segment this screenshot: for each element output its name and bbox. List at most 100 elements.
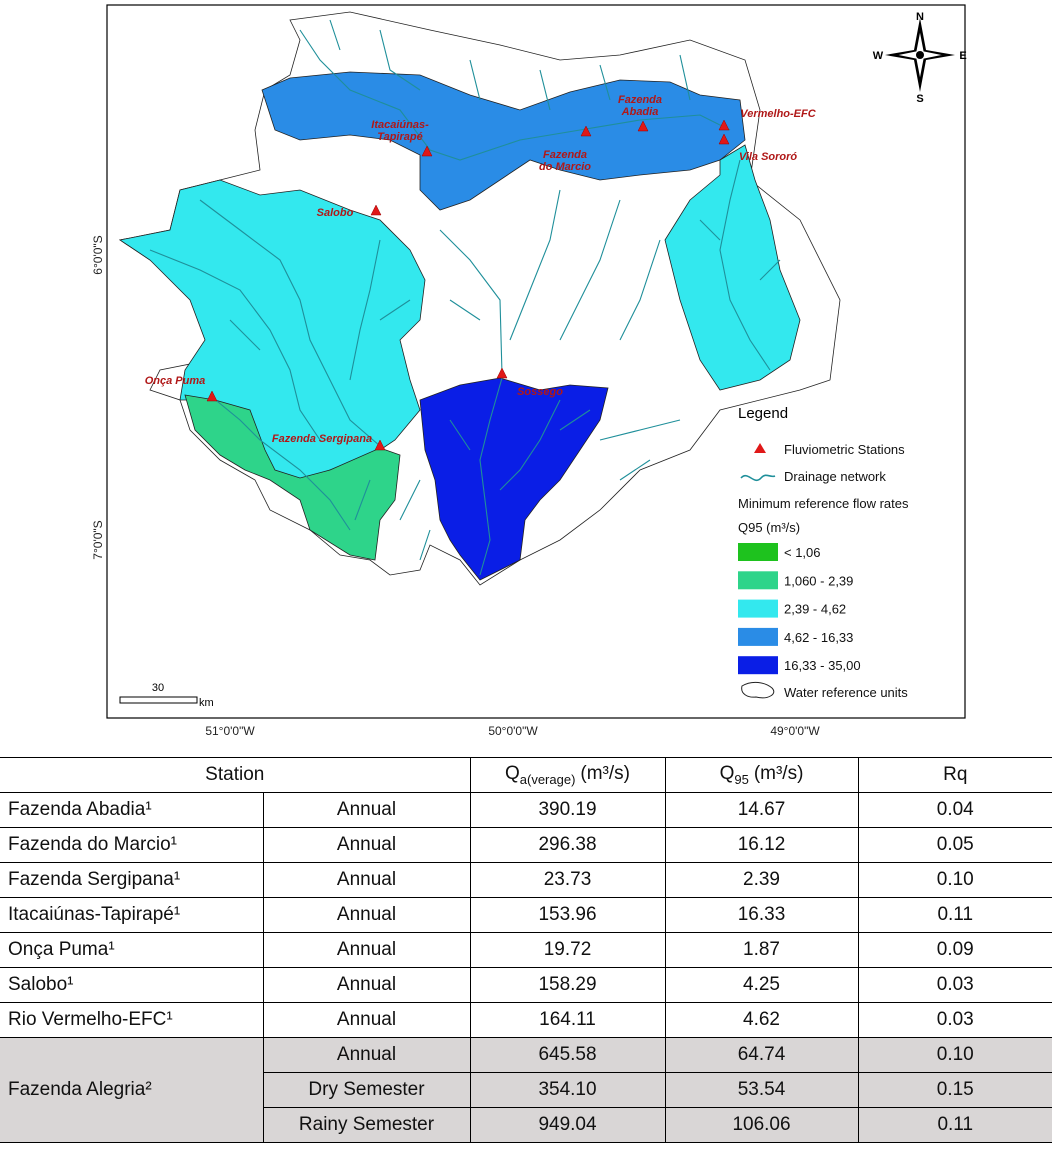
station-name: Salobo¹ bbox=[0, 967, 263, 1003]
rq: 0.03 bbox=[857, 1002, 1052, 1038]
q95: 4.62 bbox=[664, 1002, 858, 1038]
header-station: Station bbox=[0, 757, 470, 793]
station-marker bbox=[718, 133, 730, 145]
legend-flow-title: Minimum reference flow rates bbox=[738, 496, 909, 511]
scale-value: 30 bbox=[152, 682, 164, 694]
period: Annual bbox=[262, 932, 470, 968]
rq: 0.15 bbox=[857, 1072, 1052, 1108]
station-marker bbox=[496, 367, 508, 379]
station-label: Fazenda Sergipana bbox=[272, 433, 372, 445]
region-16-33-35-00 bbox=[419, 377, 609, 581]
longitude-label: 50°0'0"W bbox=[488, 724, 538, 738]
period: Annual bbox=[262, 967, 470, 1003]
table-row: Salobo¹ Annual 158.29 4.25 0.03 bbox=[0, 967, 1052, 1003]
legend-class-label: < 1,06 bbox=[784, 545, 821, 560]
legend-swatch bbox=[738, 543, 778, 561]
latitude-label: 7°0'0"S bbox=[91, 520, 105, 559]
q-average: 23.73 bbox=[469, 862, 665, 898]
q-average: 949.04 bbox=[469, 1107, 665, 1143]
legend-class-label: 1,060 - 2,39 bbox=[784, 573, 853, 588]
table-row: Fazenda Sergipana¹ Annual 23.73 2.39 0.10 bbox=[0, 862, 1052, 898]
station-name: Onça Puma¹ bbox=[0, 932, 263, 968]
rq: 0.10 bbox=[857, 1037, 1052, 1073]
station-label: Fazenda bbox=[618, 94, 662, 106]
legend-class-label: 16,33 - 35,00 bbox=[784, 658, 861, 673]
compass-center bbox=[916, 51, 924, 59]
period: Annual bbox=[262, 792, 470, 828]
latitude-labels: 6°0'0"S 7°0'0"S bbox=[91, 235, 105, 559]
compass: N E S W bbox=[873, 11, 967, 105]
region-2-39-4-62 bbox=[664, 144, 801, 391]
period: Annual bbox=[262, 827, 470, 863]
station-name: Rio Vermelho-EFC¹ bbox=[0, 1002, 263, 1038]
subscript: a(verage) bbox=[519, 771, 576, 787]
legend-drainage-symbol bbox=[740, 474, 776, 482]
station-label: Itacaiúnas- bbox=[371, 119, 429, 131]
latitude-label: 6°0'0"S bbox=[91, 235, 105, 274]
legend-title: Legend bbox=[738, 405, 788, 422]
scale-bar: 30 km bbox=[119, 682, 214, 709]
station-marker bbox=[370, 204, 382, 216]
compass-w: W bbox=[873, 50, 884, 62]
period: Annual bbox=[262, 897, 470, 933]
table-row: Fazenda do Marcio¹ Annual 296.38 16.12 0.05 bbox=[0, 827, 1052, 863]
station-name: Fazenda Abadia¹ bbox=[0, 792, 263, 828]
table-row: Fazenda Alegria² Annual 645.58 64.74 0.10 bbox=[0, 1037, 1052, 1143]
legend-drainage: Drainage network bbox=[784, 469, 886, 484]
longitude-label: 51°0'0"W bbox=[205, 724, 255, 738]
period: Rainy Semester bbox=[262, 1107, 470, 1143]
period: Annual bbox=[262, 1037, 470, 1073]
q-average: 296.38 bbox=[469, 827, 665, 863]
station-name: Itacaiúnas-Tapirapé¹ bbox=[0, 897, 263, 933]
table-row: Fazenda Abadia¹ Annual 390.19 14.67 0.04 bbox=[0, 792, 1052, 828]
q95: 1.87 bbox=[664, 932, 858, 968]
region-4-62-16-33 bbox=[261, 71, 746, 211]
legend-units-symbol bbox=[741, 681, 775, 699]
legend-swatch bbox=[738, 656, 778, 675]
stations: Itacaiúnas-TapirapéFazendaAbadiaFazendad… bbox=[145, 94, 817, 451]
station-name: Fazenda Alegria² bbox=[0, 1037, 263, 1143]
table-body: Fazenda Abadia¹ Annual 390.19 14.67 0.04 Faze… bbox=[0, 792, 1052, 1143]
legend-class-label: 2,39 - 4,62 bbox=[784, 602, 846, 617]
rq: 0.09 bbox=[857, 932, 1052, 968]
table-row: Dry Semester 354.10 53.54 0.15 bbox=[0, 1072, 1052, 1108]
q-average: 158.29 bbox=[469, 967, 665, 1003]
station-label: Fazenda bbox=[543, 149, 587, 161]
scale-bar-rect bbox=[119, 696, 198, 704]
station-label: Vila Sororó bbox=[739, 151, 798, 163]
station-marker bbox=[206, 390, 218, 402]
rq: 0.10 bbox=[857, 862, 1052, 898]
q95: 14.67 bbox=[664, 792, 858, 828]
station-marker bbox=[718, 119, 730, 131]
rq: 0.04 bbox=[857, 792, 1052, 828]
unit: (m³/s) bbox=[580, 763, 630, 785]
station-label: Onça Puma bbox=[145, 375, 206, 387]
subscript: 95 bbox=[734, 771, 749, 787]
map-figure: Itacaiúnas-TapirapéFazendaAbadiaFazendad… bbox=[91, 4, 967, 738]
longitude-label: 49°0'0"W bbox=[770, 724, 820, 738]
compass-e: E bbox=[959, 50, 966, 62]
q-average: 153.96 bbox=[469, 897, 665, 933]
q95: 4.25 bbox=[664, 967, 858, 1003]
header-rq: Rq bbox=[857, 757, 1052, 793]
legend-swatch bbox=[738, 571, 778, 590]
q-average: 390.19 bbox=[469, 792, 665, 828]
compass-n: N bbox=[916, 11, 924, 23]
symbol: Q bbox=[504, 763, 520, 785]
station-label: Salobo bbox=[317, 207, 354, 219]
legend-class-label: 4,62 - 16,33 bbox=[784, 630, 853, 645]
legend-swatch bbox=[738, 599, 778, 618]
scale-unit: km bbox=[199, 697, 214, 709]
legend-units: Water reference units bbox=[784, 685, 908, 700]
table-row: Rio Vermelho-EFC¹ Annual 164.11 4.62 0.03 bbox=[0, 1002, 1052, 1038]
period: Annual bbox=[262, 1002, 470, 1038]
table-row: Onça Puma¹ Annual 19.72 1.87 0.09 bbox=[0, 932, 1052, 968]
legend-stations: Fluviometric Stations bbox=[784, 442, 905, 457]
legend: Legend Fluviometric Stations Drainage ne… bbox=[738, 405, 909, 700]
rq: 0.05 bbox=[857, 827, 1052, 863]
station-marker bbox=[580, 125, 592, 137]
q-average: 354.10 bbox=[469, 1072, 665, 1108]
symbol: Q bbox=[719, 763, 735, 785]
period: Annual bbox=[262, 862, 470, 898]
